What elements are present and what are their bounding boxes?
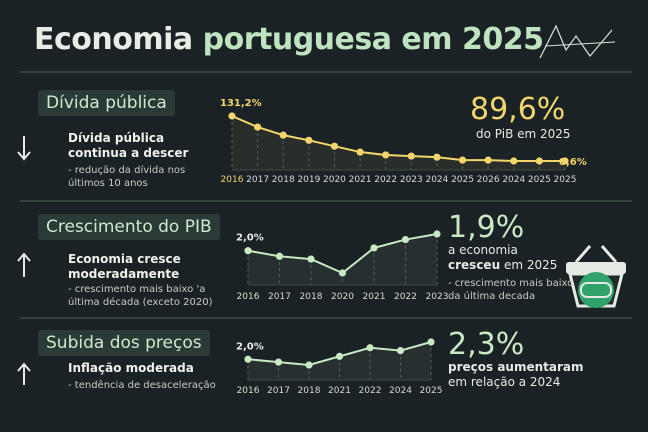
point — [427, 338, 435, 346]
value-label: 131,2% — [220, 98, 262, 109]
x-tick-label: 2017 — [268, 292, 291, 302]
point — [279, 131, 287, 139]
note: - crescimento mais baixo 'a última décad… — [68, 284, 213, 308]
point — [433, 230, 441, 238]
value-label: 2,0% — [236, 341, 264, 352]
point — [356, 148, 364, 156]
note: - redução da dívida nos últimos 10 anos — [68, 165, 186, 189]
point — [407, 152, 415, 160]
point — [330, 142, 339, 150]
x-tick-label: 2025 — [451, 175, 474, 185]
title: Economia portuguesa em 2025 — [34, 22, 544, 57]
title-start: Economia — [34, 22, 193, 57]
basket-icon — [566, 245, 626, 308]
title-highlight: portuguesa em 2025 — [202, 22, 544, 57]
x-tick-label: 2016 — [237, 292, 260, 302]
caption: a economia cresceu em 2025 — [448, 243, 558, 273]
arrow-icons — [17, 136, 31, 385]
point — [338, 269, 347, 277]
point — [382, 151, 390, 159]
note: - tendência de desaceleração — [68, 380, 216, 391]
x-tick-label: 2021 — [349, 175, 372, 185]
point — [510, 157, 518, 165]
big-number: 1,9% — [448, 210, 525, 245]
big-number: 2,3% — [448, 327, 525, 362]
point — [433, 153, 441, 161]
x-tick-label: 2025 — [554, 175, 577, 185]
point — [396, 347, 405, 355]
point — [484, 156, 492, 164]
x-tick-label: 2018 — [298, 386, 321, 396]
point — [244, 355, 252, 363]
caption: do PiB em 2025 — [476, 127, 571, 141]
value-label: 8,6% — [559, 157, 587, 168]
x-tick-label: 2023 — [426, 292, 449, 302]
point — [305, 136, 313, 144]
x-tick-label: 2022 — [394, 292, 417, 302]
point — [274, 358, 283, 366]
x-tick-label: 2024 — [389, 386, 412, 396]
area — [232, 116, 565, 170]
x-tick-label: 2021 — [363, 292, 386, 302]
caption-end: em 2025 — [503, 258, 558, 272]
point — [275, 252, 284, 260]
x-tick-label: 2016 — [237, 386, 260, 396]
panel-heading: Crescimento do PIB — [38, 214, 220, 240]
caption-end: em relação a 2024 — [448, 375, 561, 389]
panel-heading: Subida dos preços — [38, 330, 210, 356]
caption-start: a economia — [448, 243, 518, 257]
value-label: 2,0% — [236, 233, 264, 244]
x-tick-label: 2022 — [359, 386, 382, 396]
point — [535, 157, 543, 165]
caption-bold: cresceu — [448, 258, 501, 272]
x-tick-label: 2016 — [221, 175, 244, 185]
x-tick-label: 2020 — [331, 292, 354, 302]
point — [244, 247, 252, 255]
point — [370, 244, 378, 252]
x-tick-label: 2019 — [297, 175, 320, 185]
x-tick-label: 2017 — [246, 175, 269, 185]
area — [248, 234, 437, 285]
x-tick-label: 2020 — [323, 175, 346, 185]
point — [561, 157, 569, 165]
caption: preços aumentaram em relação a 2024 — [448, 360, 584, 390]
point: Dívida pública continua a descer — [68, 131, 189, 160]
area — [248, 342, 431, 380]
logo — [544, 41, 616, 47]
point: Economia cresce moderadamente — [68, 252, 181, 281]
x-tick-label: 2022 — [374, 175, 397, 185]
logo — [539, 24, 613, 59]
point — [458, 156, 467, 164]
x-tick-label: 2023 — [400, 175, 423, 185]
panel-heading: Dívida pública — [38, 90, 175, 116]
point — [401, 235, 410, 244]
point: Inflação moderada — [68, 361, 194, 375]
big-number: 89,6% — [470, 92, 566, 127]
x-tick-label: 2024 — [502, 175, 525, 185]
x-tick-label: 2026 — [477, 175, 500, 185]
x-tick-label: 2025 — [420, 386, 443, 396]
note: - crescimento mais baixo da última decad… — [448, 278, 574, 302]
x-tick-label: 2018 — [300, 292, 323, 302]
x-tick-label: 2018 — [272, 175, 295, 185]
point — [228, 112, 236, 120]
caption-bold: preços aumentaram — [448, 360, 584, 374]
point — [307, 255, 315, 263]
x-tick-label: 2021 — [328, 386, 351, 396]
x-tick-label: 2024 — [425, 175, 448, 185]
point — [366, 344, 374, 352]
x-tick-label: 2025 — [528, 175, 551, 185]
point — [335, 352, 344, 360]
line — [231, 115, 565, 162]
point — [305, 361, 313, 369]
x-tick-label: 2017 — [267, 386, 290, 396]
point — [254, 123, 262, 131]
